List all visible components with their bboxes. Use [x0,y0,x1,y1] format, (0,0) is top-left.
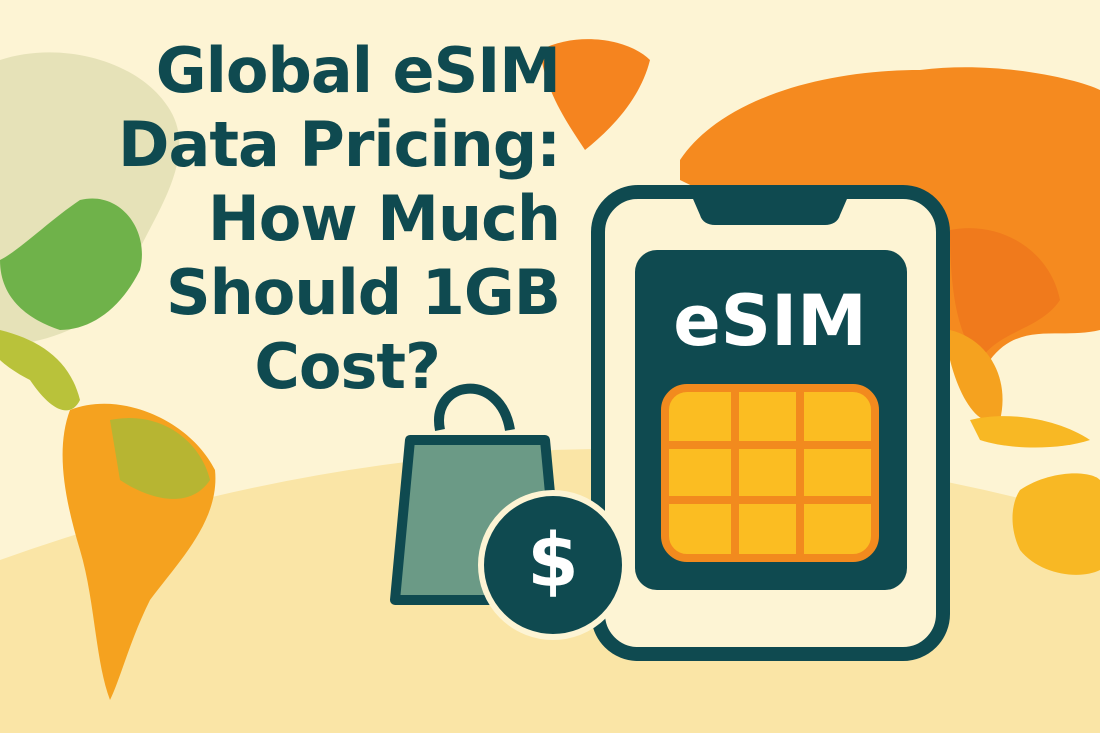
esim-chip-icon [661,384,879,562]
headline-line: Global eSIM [155,34,561,107]
headline-line: Data Pricing: [118,108,561,181]
map-australia [1012,473,1100,575]
map-asia-south [950,228,1060,360]
dollar-coin-icon [478,490,628,640]
dollar-symbol: $ [527,518,579,604]
map-central-america [0,330,80,411]
map-east-america [0,198,142,330]
phone-notch [690,192,850,225]
headline-line: Cost? [254,330,441,403]
headline: Global eSIM Data Pricing: How Much Shoul… [40,34,561,404]
map-south-america-north [110,418,210,499]
headline-line: Should 1GB [165,256,561,329]
map-indonesia [970,416,1090,448]
shopping-bag-icon [434,383,515,432]
map-greenland [540,39,650,151]
esim-label: eSIM [673,280,867,362]
headline-line: How Much [207,182,561,255]
map-southeast-asia [950,330,1003,422]
chip-grid [669,392,871,554]
